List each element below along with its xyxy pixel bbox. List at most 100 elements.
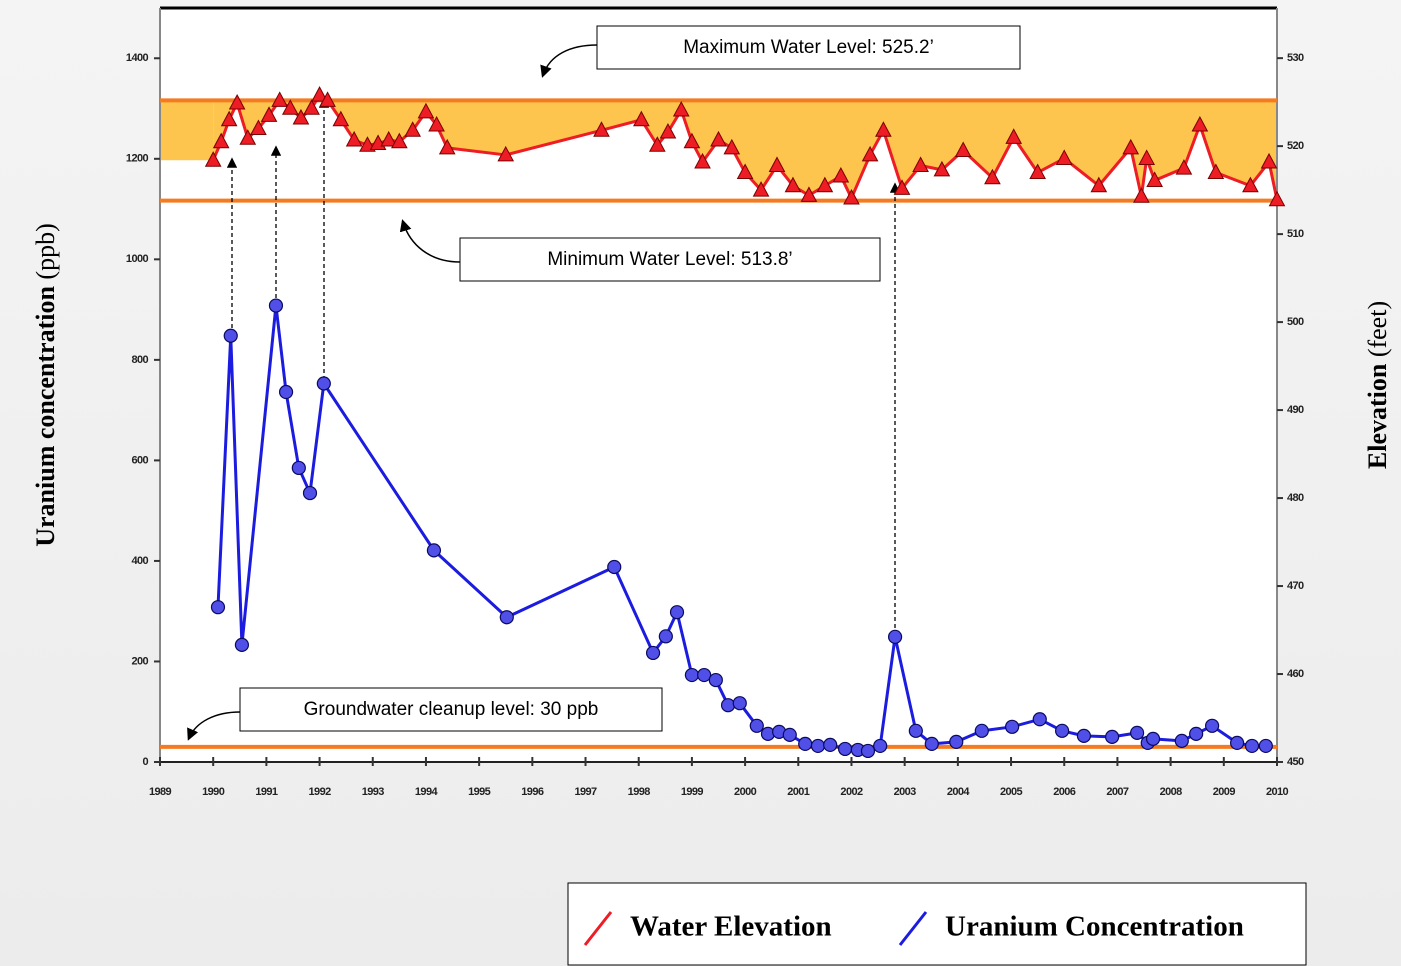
circle-marker [234,637,250,652]
triangle-marker [633,110,650,127]
triangle-marker [694,152,711,169]
x-tick-label: 1996 [521,786,544,798]
triangle-marker [204,151,222,167]
triangle-marker [1207,163,1225,180]
triangle-marker [710,130,727,147]
triangle-marker [1055,149,1073,165]
triangle-marker [768,156,786,172]
x-tick-label: 2004 [947,786,971,798]
circle-marker [426,543,442,558]
y2-axis-label-main: Elevation [1363,363,1392,469]
annotation-box [596,25,1021,70]
x-tick-label: 1994 [415,786,439,798]
triangle-marker [1029,163,1046,180]
triangle-marker [832,166,850,183]
circle-marker [1189,726,1204,741]
circle-marker [860,743,876,759]
triangle-marker [800,186,818,202]
y2-tick-label: 480 [1287,492,1304,504]
circle-marker [798,736,813,752]
x-tick-label: 1991 [255,786,278,798]
triangle-marker [212,132,230,149]
circle-marker [291,460,306,476]
circle-marker [782,727,797,742]
triangle-marker [220,110,238,127]
triangle-marker [1191,115,1209,132]
x-tick-label: 1995 [468,786,491,798]
annotation-text: Maximum Water Level: 525.2’ [683,37,934,58]
circle-marker [669,605,685,620]
x-tick-label: 1997 [574,786,597,798]
triangle-marker [593,121,610,137]
legend-label: Uranium Concentration [945,911,1244,943]
x-tick-label: 1992 [309,786,332,798]
triangle-marker [1146,171,1163,187]
y2-tick-label: 450 [1287,756,1304,768]
circle-marker [658,629,673,644]
y2-tick-label: 510 [1287,228,1304,240]
x-tick-label: 2003 [894,786,917,798]
triangle-marker [417,102,435,119]
triangle-marker [912,156,929,172]
y2-axis-label-unit: (feet) [1363,301,1392,357]
circle-marker [645,645,661,661]
y-tick-label: 400 [131,555,148,567]
water-band-left [160,100,214,161]
triangle-marker [672,100,690,117]
triangle-marker [332,110,350,127]
triangle-marker [1175,159,1193,175]
circle-marker [1145,731,1161,746]
circle-marker [607,559,622,575]
triangle-marker [816,176,834,193]
water-band [213,95,1278,200]
circle-marker [499,610,514,625]
annotation-box [459,237,881,282]
x-tick-label: 1993 [362,786,385,798]
circle-marker [1032,712,1047,727]
triangle-marker [861,145,879,162]
triangle-marker [784,176,802,193]
triangle-marker [271,91,289,107]
legend-swatch [898,911,928,946]
triangle-marker [303,99,320,115]
y2-tick-label: 460 [1287,668,1304,680]
triangle-marker [736,163,754,180]
circle-marker [837,741,853,757]
triangle-marker [1260,152,1278,169]
circle-marker [1076,728,1092,743]
triangle-marker [292,108,310,125]
annotation-arrow [540,44,598,78]
circle-marker [684,667,700,683]
y2-tick-label: 520 [1287,140,1304,152]
triangle-marker [391,132,408,149]
legend-label: Water Elevation [630,911,832,943]
circle-marker [278,384,294,400]
triangle-marker [380,130,398,147]
circle-marker [974,723,989,738]
y2-tick-label: 490 [1287,404,1304,416]
circle-marker [302,485,318,501]
y-tick-label: 800 [131,354,148,366]
x-tick-label: 2000 [734,786,757,798]
circle-marker [823,737,838,753]
circle-marker [1258,738,1273,754]
triangle-marker [984,168,1001,185]
annotation-box [239,687,663,732]
triangle-marker [311,86,328,102]
triangle-marker [933,160,951,177]
x-tick-label: 1989 [149,786,172,798]
triangle-marker [1133,187,1150,203]
circle-marker [268,298,284,313]
y-tick-label: 1400 [126,52,149,64]
y-axis-label-main: Uranium concentration [31,286,60,547]
circle-marker [908,723,923,738]
triangle-marker [659,122,677,139]
triangle-marker [497,145,515,162]
triangle-marker [752,181,770,197]
triangle-marker [893,179,911,195]
triangle-marker [1242,176,1259,193]
triangle-marker [1268,190,1286,207]
circle-marker [732,696,747,711]
circle-marker [316,376,331,391]
y2-tick-label: 500 [1287,316,1304,328]
